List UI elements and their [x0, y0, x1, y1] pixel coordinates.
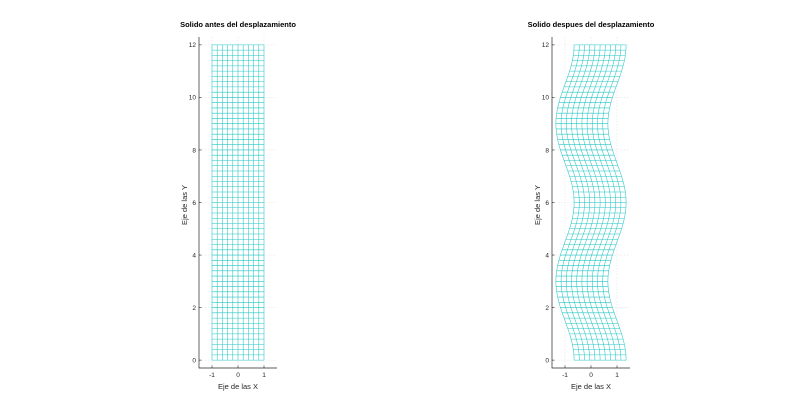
y-tick-label: 12 [542, 42, 550, 49]
x-axis-ticks: -1 0 1 [562, 365, 619, 379]
x-axis-ticks: -1 0 1 [209, 365, 266, 379]
y-tick-label: 10 [542, 95, 550, 102]
y-tick-label: 4 [192, 252, 196, 259]
y-axis-ticks: 0 2 4 6 8 10 12 [542, 42, 555, 364]
x-tick-label: 0 [236, 372, 240, 379]
axis-box [551, 37, 630, 369]
axes-after: Solido despues del desplazamiento -1 0 1 0… [528, 20, 655, 391]
y-tick-label: 12 [189, 42, 197, 49]
y-tick-label: 8 [545, 147, 549, 154]
x-axis-label: Eje de las X [571, 382, 611, 391]
x-tick-label: 1 [262, 372, 266, 379]
y-tick-label: 0 [545, 357, 549, 364]
chart-title: Solido antes del desplazamiento [180, 20, 296, 29]
chart-title: Solido despues del desplazamiento [528, 20, 655, 29]
y-tick-label: 2 [192, 305, 196, 312]
y-tick-label: 6 [545, 200, 549, 207]
y-tick-label: 4 [545, 252, 549, 259]
y-tick-label: 8 [192, 147, 196, 154]
x-tick-label: 0 [589, 372, 593, 379]
y-tick-label: 0 [192, 357, 196, 364]
axis-box [198, 37, 277, 369]
x-tick-label: 1 [615, 372, 619, 379]
y-axis-label: Eje de las Y [533, 185, 542, 225]
mesh [555, 44, 627, 361]
y-axis-label: Eje de las Y [180, 185, 189, 225]
x-axis-label: Eje de las X [218, 382, 258, 391]
y-tick-label: 2 [545, 305, 549, 312]
y-tick-label: 6 [192, 200, 196, 207]
mesh [211, 44, 265, 361]
y-tick-label: 10 [189, 95, 197, 102]
x-tick-label: -1 [562, 372, 568, 379]
x-tick-label: -1 [209, 372, 215, 379]
axes-before: Solido antes del desplazamiento -1 0 1 0 2 4… [180, 20, 296, 391]
y-axis-ticks: 0 2 4 6 8 10 12 [189, 42, 202, 364]
